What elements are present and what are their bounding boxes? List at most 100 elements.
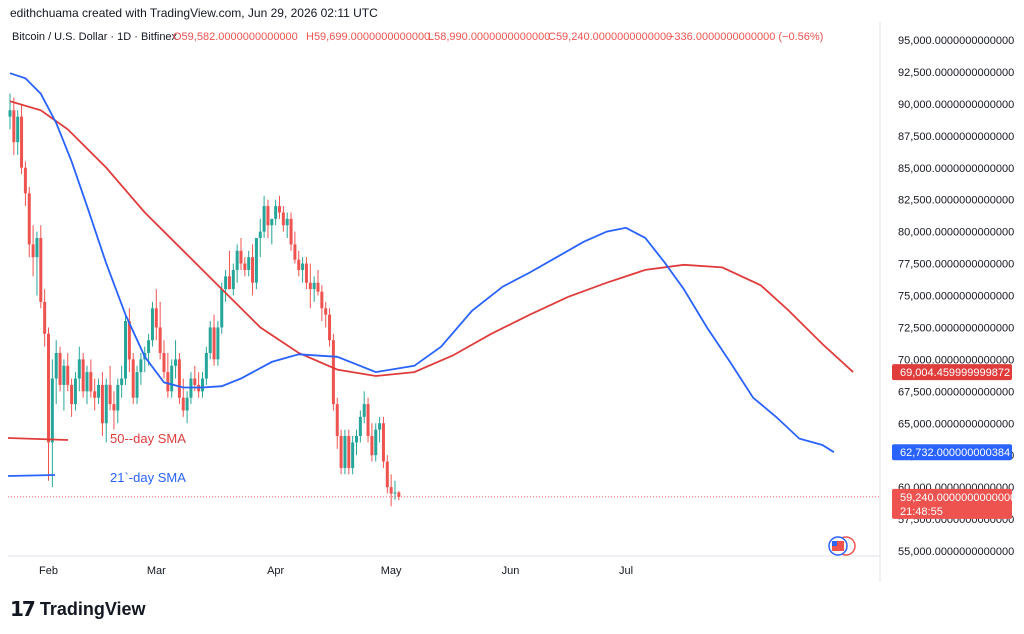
candle[interactable] [201,372,204,398]
candle[interactable] [204,346,208,385]
candle[interactable] [266,199,270,239]
candle[interactable] [158,301,162,360]
candle[interactable] [351,436,355,475]
candle[interactable] [278,195,281,219]
candle[interactable] [270,218,274,245]
candle[interactable] [362,391,366,424]
candle[interactable] [258,218,262,258]
candle[interactable] [370,423,374,462]
candle[interactable] [385,455,389,494]
candle[interactable] [216,321,220,366]
candle[interactable] [243,257,247,277]
candle[interactable] [220,282,224,334]
candle[interactable] [20,103,24,175]
tradingview-logo[interactable]: 17 TradingView [10,596,146,622]
candle[interactable] [316,269,320,296]
candle[interactable] [58,346,62,392]
candle[interactable] [358,410,362,443]
candle[interactable] [135,365,139,405]
candle[interactable] [331,333,335,411]
candle[interactable] [39,225,43,309]
flag-icon[interactable] [828,536,856,556]
candle[interactable] [93,378,97,411]
candle[interactable] [31,225,35,277]
candle[interactable] [100,372,104,437]
candle[interactable] [297,250,301,277]
candle[interactable] [308,263,312,309]
candle[interactable] [85,365,89,405]
candle[interactable] [12,97,16,155]
candle[interactable] [166,352,170,398]
candle[interactable] [389,474,393,507]
price-chart[interactable]: 55,000.0000000000000 57,500.0000000000000… [0,0,1024,590]
candle[interactable] [235,244,239,283]
candle[interactable] [208,321,212,360]
candle[interactable] [70,378,74,417]
candle[interactable] [301,257,305,283]
candle[interactable] [320,285,324,322]
candle[interactable] [185,391,189,424]
candle[interactable] [97,378,101,405]
candle[interactable] [35,231,39,296]
candle[interactable] [378,416,382,443]
candle[interactable] [304,257,308,290]
candle[interactable] [27,186,31,258]
candle[interactable] [43,289,47,347]
candle[interactable] [381,416,385,468]
candle[interactable] [170,359,174,398]
candle[interactable] [374,423,378,462]
candle[interactable] [324,301,328,328]
chart-svg[interactable]: 55,000.000000000000057,500.0000000000000… [0,0,1024,590]
candle[interactable] [212,314,216,366]
candle[interactable] [108,365,112,411]
candle[interactable] [23,161,27,207]
candle[interactable] [312,276,316,302]
candle[interactable] [224,269,228,302]
candle[interactable] [343,429,347,475]
candle[interactable] [54,340,58,405]
candle[interactable] [50,359,54,488]
candle[interactable] [89,359,93,398]
candle[interactable] [274,199,278,226]
candle[interactable] [231,263,235,296]
candle[interactable] [73,372,77,411]
candle[interactable] [339,429,343,475]
candle[interactable] [347,429,351,475]
candle[interactable] [116,378,120,424]
candle[interactable] [47,327,50,481]
candle[interactable] [177,352,181,405]
candle[interactable] [62,359,66,411]
candle[interactable] [366,397,370,443]
candle[interactable] [112,391,116,430]
candle[interactable] [127,308,131,373]
candle[interactable] [293,231,297,264]
candle[interactable] [262,195,266,239]
candle[interactable] [197,372,201,398]
candle[interactable] [104,378,108,443]
candle[interactable] [66,352,70,392]
candle[interactable] [139,352,143,385]
candle[interactable] [254,238,258,290]
candle[interactable] [335,397,339,449]
candle[interactable] [120,365,124,398]
candle[interactable] [174,340,178,379]
candle[interactable] [162,340,166,379]
candle[interactable] [150,301,154,347]
candle[interactable] [8,93,12,130]
candle[interactable] [16,110,20,155]
candle[interactable] [397,490,401,501]
candle[interactable] [247,250,251,277]
candle[interactable] [124,314,127,385]
candle[interactable] [131,352,135,405]
candle[interactable] [227,250,231,290]
candle[interactable] [281,206,285,232]
candle[interactable] [239,238,243,270]
candle[interactable] [251,244,255,296]
candle[interactable] [328,308,332,347]
candle[interactable] [289,212,293,251]
candle[interactable] [181,378,185,417]
candle[interactable] [77,346,81,392]
candle[interactable] [285,212,289,239]
candle[interactable] [154,289,158,341]
candle[interactable] [355,429,358,456]
